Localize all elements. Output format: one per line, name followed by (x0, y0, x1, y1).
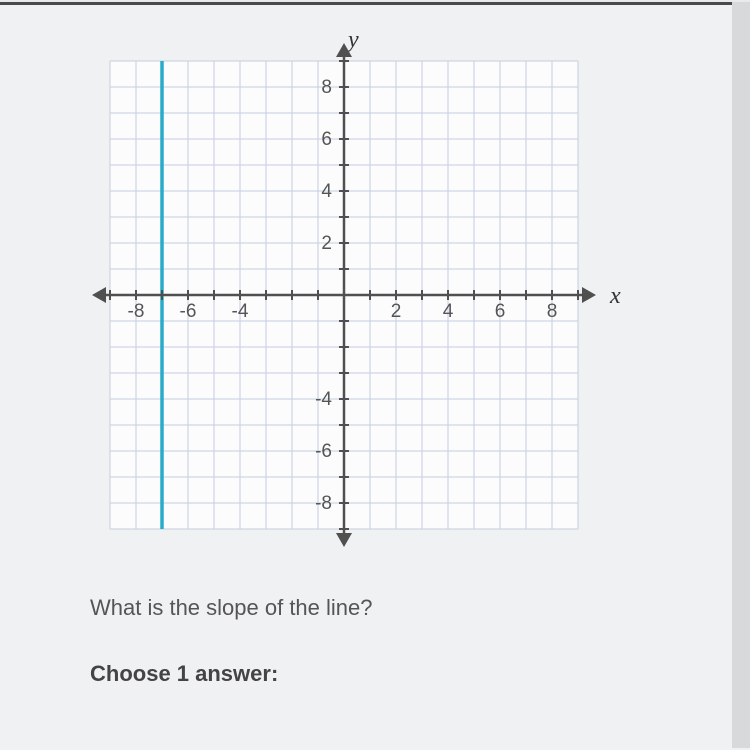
svg-text:-8: -8 (128, 301, 145, 322)
svg-text:8: 8 (321, 77, 332, 98)
svg-text:4: 4 (443, 301, 454, 322)
svg-text:2: 2 (391, 301, 402, 322)
svg-text:4: 4 (321, 181, 332, 202)
svg-text:-4: -4 (315, 389, 332, 410)
svg-text:8: 8 (547, 301, 558, 322)
svg-text:-4: -4 (232, 301, 249, 322)
svg-text:-8: -8 (315, 493, 332, 514)
page-container: y x -8-6-424682468-4-6-8 What is the slo… (0, 2, 750, 750)
chart-svg: -8 -6 -4 2 4 6 8 2 4 6 8 -4 -6 -8 (90, 35, 620, 555)
svg-text:2: 2 (321, 233, 332, 254)
question-text: What is the slope of the line? (90, 595, 670, 621)
svg-text:-6: -6 (180, 301, 197, 322)
svg-text:6: 6 (321, 129, 332, 150)
svg-text:6: 6 (495, 301, 506, 322)
scrollbar-track[interactable] (732, 2, 750, 748)
choose-prompt: Choose 1 answer: (90, 661, 670, 687)
coordinate-chart: y x -8-6-424682468-4-6-8 (90, 35, 620, 555)
svg-text:-6: -6 (315, 441, 332, 462)
